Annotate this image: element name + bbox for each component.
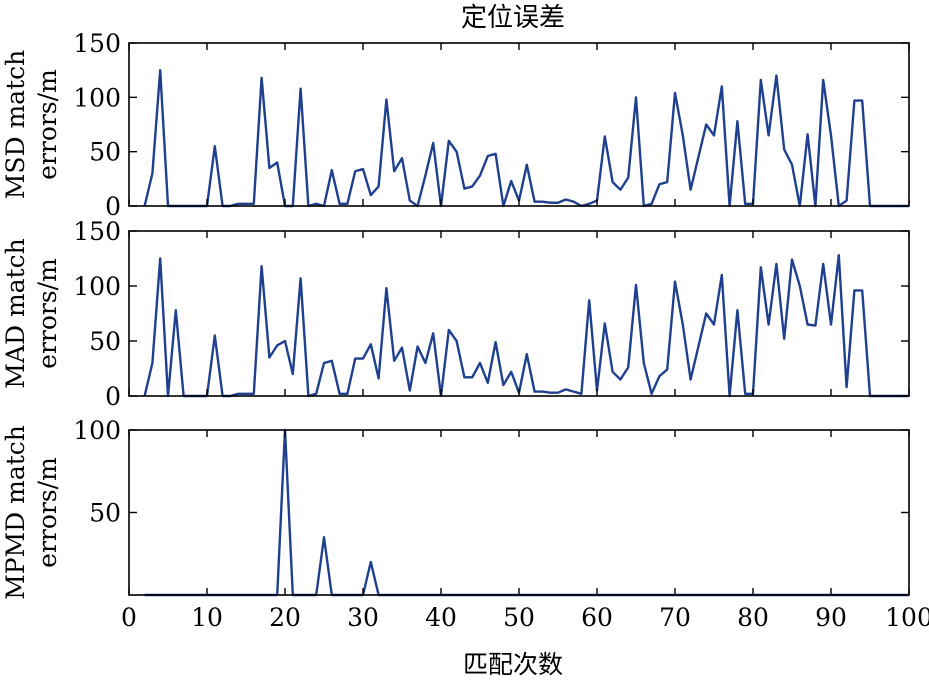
y-tick-label-2-2: 100 (73, 272, 121, 301)
y-tick-label-2-0: 0 (105, 382, 121, 411)
y-axis-label-3-line-2: errors/m (33, 457, 62, 568)
panel-3: 50 100 MPMD match errors/m (1, 416, 910, 600)
x-axis-label: 匹配次数 (463, 650, 563, 679)
x-tick-label-5: 50 (503, 603, 535, 632)
plot-frame-1 (128, 42, 910, 207)
y-tick-label-2-3: 150 (73, 217, 121, 246)
x-tick-label-9: 90 (815, 603, 847, 632)
series-line-panel-2 (143, 254, 909, 398)
y-tick-label-1-3: 150 (73, 29, 121, 58)
x-tick-label-7: 70 (659, 603, 691, 632)
series-line-panel-3 (144, 428, 909, 597)
y-tick-label-2-1: 50 (89, 327, 121, 356)
y-axis-label-1-line-2: errors/m (33, 69, 62, 180)
y-tick-label-1-0: 0 (105, 192, 121, 221)
y-axis-label-2-line-2: errors/m (33, 258, 62, 369)
x-tick-label-3: 30 (347, 603, 379, 632)
y-tick-label-3-0: 50 (89, 499, 121, 528)
chart-title: 定位误差 (461, 3, 565, 33)
series-line-panel-1 (143, 68, 909, 208)
y-axis-label-1-line-1: MSD match (1, 50, 30, 199)
x-tick-label-8: 80 (737, 603, 769, 632)
x-tick-label-2: 20 (269, 603, 301, 632)
y-axis-label-3-line-1: MPMD match (1, 425, 30, 600)
panel-2: 0 50 100 150 MAD match errors/m (1, 217, 910, 411)
y-axis-label-2-line-1: MAD match (1, 238, 30, 388)
x-tick-label-1: 10 (191, 603, 223, 632)
x-tick-label-4: 40 (425, 603, 457, 632)
plot-frame-2 (128, 230, 910, 397)
x-tick-label-0: 0 (121, 603, 137, 632)
y-tick-label-1-1: 50 (89, 138, 121, 167)
x-tick-label-10: 100 (885, 603, 929, 632)
y-tick-label-1-2: 100 (73, 83, 121, 112)
x-tick-label-6: 60 (581, 603, 613, 632)
panel-1: 0 50 100 150 MSD match errors/m (1, 29, 910, 221)
plot-frame-3 (128, 429, 910, 596)
y-tick-label-3-1: 100 (73, 416, 121, 445)
